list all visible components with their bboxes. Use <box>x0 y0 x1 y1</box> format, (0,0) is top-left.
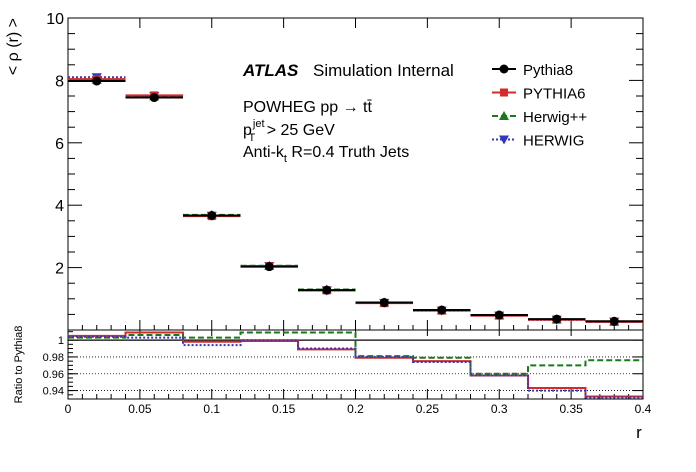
ratio-y-axis-title: Ratio to Pythia8 <box>13 326 25 404</box>
data-point <box>609 316 619 326</box>
main-ytick-label: 6 <box>55 136 64 153</box>
ratio-ytick-label: 1 <box>58 335 64 347</box>
data-point <box>264 262 274 272</box>
data-point <box>149 93 159 103</box>
jet-algo-base: Anti-k <box>243 144 285 161</box>
series-pythia8 <box>68 76 643 326</box>
ratio-xtick-label: 0.15 <box>272 402 296 416</box>
ratio-xtick-label: 0.25 <box>416 402 440 416</box>
atlas-label: ATLAS <box>242 61 299 80</box>
data-point <box>437 305 447 315</box>
status-label: Simulation Internal <box>313 61 454 80</box>
legend-label: Pythia8 <box>523 62 573 79</box>
legend-marker <box>499 111 509 120</box>
ratio-panel: 0.94 0.96 0.98 1 Ratio to Pythia8 0 0.05 0.1 0.1… <box>13 326 652 442</box>
ratio-series-herwig <box>68 335 643 399</box>
annotations: ATLAS Simulation Internal POWHEG pp → tt… <box>242 61 454 165</box>
pt-sub: T <box>249 132 256 144</box>
ratio-xtick-label: 0.2 <box>347 402 364 416</box>
jet-algo-rest: R=0.4 Truth Jets <box>287 144 409 161</box>
pt-rest: > 25 GeV <box>262 122 335 139</box>
main-panel: 2 4 6 8 10 < ρ (r) > <box>5 11 644 331</box>
main-ytick-label: 10 <box>46 11 64 28</box>
ratio-xtick-label: 0.05 <box>128 402 152 416</box>
legend-item: HERWIG <box>492 133 584 150</box>
legend-label: PYTHIA6 <box>523 86 586 103</box>
ratio-ytick-label: 0.96 <box>43 369 64 381</box>
ratio-xtick-label: 0.3 <box>491 402 508 416</box>
legend-marker <box>499 64 509 74</box>
legend-label: Herwig++ <box>523 109 587 126</box>
ratio-xtick-label: 0 <box>65 402 72 416</box>
ratio-xtick-label: 0.35 <box>559 402 583 416</box>
data-point <box>207 210 217 220</box>
legend-marker <box>499 135 509 145</box>
legend-label: HERWIG <box>523 133 584 150</box>
pt-base: p <box>243 122 252 139</box>
legend-item: Herwig++ <box>492 109 587 126</box>
ratio-xtick-label: 0.4 <box>635 402 652 416</box>
jet-algo-sub: t <box>284 153 287 165</box>
ratio-ytick-label: 0.98 <box>43 352 64 364</box>
ratio-xtick-label: 0.1 <box>203 402 220 416</box>
jet-algo-label: Anti-kt R=0.4 Truth Jets <box>243 144 409 165</box>
data-point <box>322 285 332 295</box>
data-point <box>379 298 389 308</box>
legend: Pythia8 PYTHIA6 Herwig++ HERWIG <box>492 62 587 150</box>
ratio-series-herwig- <box>68 331 643 375</box>
legend-item: Pythia8 <box>492 62 573 79</box>
legend-item: PYTHIA6 <box>492 86 586 103</box>
pt-cut-label: pjet T > 25 GeV <box>243 118 335 144</box>
pt-sup: jet <box>252 118 265 130</box>
main-ytick-label: 4 <box>55 198 64 215</box>
x-axis-title: r <box>636 423 642 442</box>
ratio-ytick-label: 0.94 <box>43 386 64 398</box>
main-ytick-label: 8 <box>55 73 64 90</box>
data-point <box>494 310 504 320</box>
legend-marker <box>500 88 508 97</box>
data-point <box>92 76 102 86</box>
main-y-axis-title: < ρ (r) > <box>5 18 22 75</box>
data-point <box>552 314 562 324</box>
main-ytick-label: 2 <box>55 261 64 278</box>
generator-label: POWHEG pp → tt̄ <box>243 99 373 116</box>
